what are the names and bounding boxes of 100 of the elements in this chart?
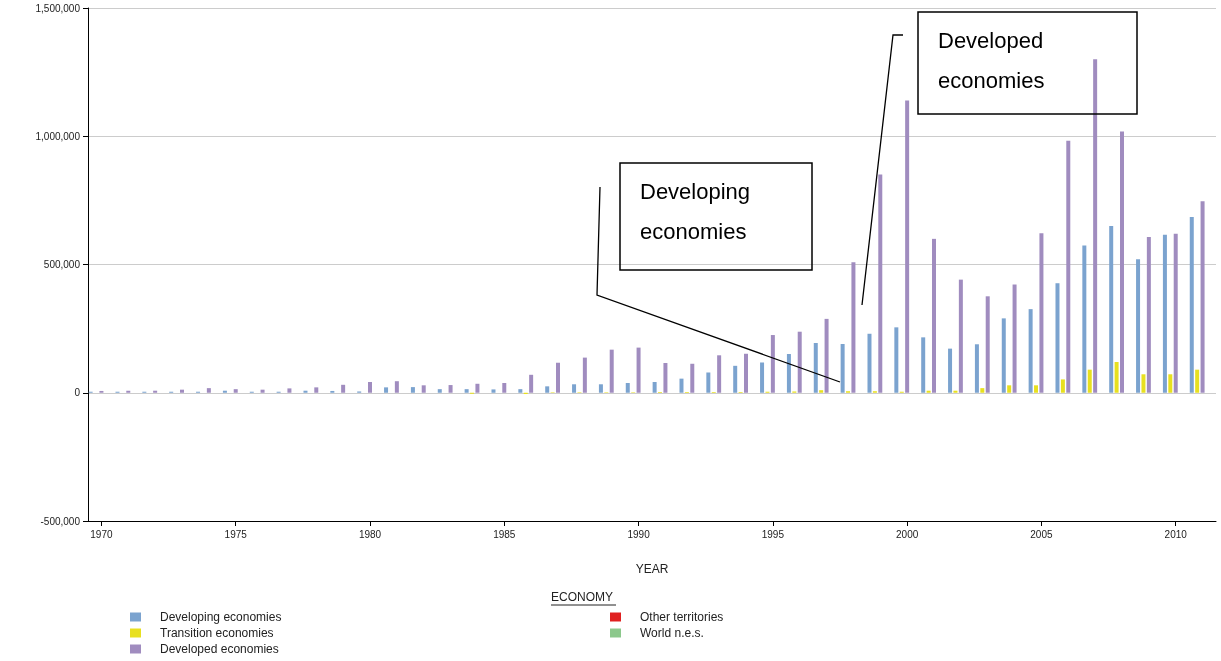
bar — [1087, 369, 1092, 393]
x-tick-label: 2000 — [896, 528, 919, 540]
bar — [1012, 284, 1017, 393]
bar — [851, 262, 856, 393]
bar — [153, 390, 158, 393]
bar — [1082, 245, 1087, 393]
bar — [410, 387, 415, 393]
bar — [502, 383, 507, 393]
bar — [1028, 309, 1033, 393]
bar — [491, 389, 496, 393]
legend-label: Developed economies — [160, 642, 279, 656]
bar — [1141, 374, 1146, 393]
bar — [770, 335, 775, 393]
x-tick-label: 2010 — [1164, 528, 1188, 540]
y-tick-label: -500,000 — [40, 515, 81, 527]
bar — [980, 388, 985, 393]
y-tick-label: 1,500,000 — [35, 2, 81, 14]
annotation: Developing economies — [640, 179, 751, 244]
bar — [1114, 361, 1119, 393]
x-tick-label: 2005 — [1030, 528, 1053, 540]
bar — [437, 389, 442, 393]
bar — [819, 390, 824, 393]
bar — [206, 388, 211, 393]
bar — [760, 362, 765, 393]
y-tick-label: 0 — [74, 387, 81, 399]
bar — [287, 388, 292, 393]
legend-label: World n.e.s. — [640, 626, 704, 640]
bar — [368, 381, 372, 393]
bar — [609, 349, 614, 393]
bar — [464, 389, 469, 393]
bar — [1120, 131, 1124, 393]
bar — [1109, 226, 1114, 393]
x-tick-label: 1985 — [493, 528, 516, 540]
bar — [314, 387, 319, 393]
bar — [394, 381, 399, 393]
bar — [953, 390, 958, 393]
bar — [475, 383, 480, 393]
bar — [894, 327, 899, 393]
bar — [1093, 59, 1098, 393]
bar — [1001, 318, 1006, 393]
bar — [572, 384, 577, 393]
legend-title: ECONOMY — [551, 590, 614, 604]
bar — [518, 389, 523, 393]
bar — [797, 331, 802, 393]
bar — [717, 355, 722, 393]
bar — [663, 363, 668, 393]
bar — [1168, 374, 1173, 393]
bar — [598, 384, 603, 393]
bar — [706, 372, 711, 393]
bar — [1039, 233, 1044, 393]
bar — [222, 390, 227, 393]
bar — [926, 390, 931, 393]
bar — [921, 337, 926, 393]
bar — [813, 342, 818, 393]
bar — [1007, 385, 1012, 393]
bar — [1055, 283, 1060, 393]
bar — [679, 378, 684, 393]
bar — [1034, 385, 1039, 393]
bar — [744, 353, 748, 393]
bar — [824, 318, 829, 393]
bar — [625, 383, 630, 393]
bar — [1136, 259, 1141, 393]
bar — [1189, 217, 1194, 393]
x-tick-label: 1990 — [627, 528, 651, 540]
bar — [233, 389, 238, 393]
bar — [840, 344, 845, 393]
bar — [303, 390, 308, 393]
bar — [636, 347, 641, 393]
bar — [1066, 140, 1071, 393]
legend-label: Developing economies — [160, 610, 282, 624]
bar — [126, 390, 131, 393]
bar — [1162, 234, 1167, 393]
bar — [384, 387, 389, 393]
bar — [905, 100, 910, 393]
y-tick-label: 500,000 — [43, 259, 81, 270]
bar — [652, 381, 657, 393]
bar — [529, 374, 534, 393]
bar — [1060, 379, 1065, 393]
bar — [948, 348, 953, 393]
annotation: Developed economies — [938, 28, 1045, 93]
bar — [958, 279, 963, 393]
bar — [448, 385, 453, 393]
bar — [545, 386, 550, 393]
x-tick-label: 1995 — [761, 528, 785, 540]
x-tick-label: 1980 — [358, 528, 382, 540]
legend-label: Other territories — [640, 610, 724, 624]
bar — [556, 362, 560, 393]
bar — [1146, 237, 1151, 393]
bar — [1200, 201, 1205, 393]
bar — [421, 385, 426, 393]
bar — [180, 389, 184, 393]
x-tick-label: 1970 — [90, 528, 113, 540]
bar — [932, 238, 936, 393]
bar — [733, 365, 738, 393]
bar — [786, 354, 791, 393]
legend-label: Transition economies — [160, 626, 274, 640]
bar — [1173, 233, 1178, 393]
bar — [1195, 369, 1200, 393]
bar — [690, 363, 695, 393]
bar — [260, 389, 265, 393]
